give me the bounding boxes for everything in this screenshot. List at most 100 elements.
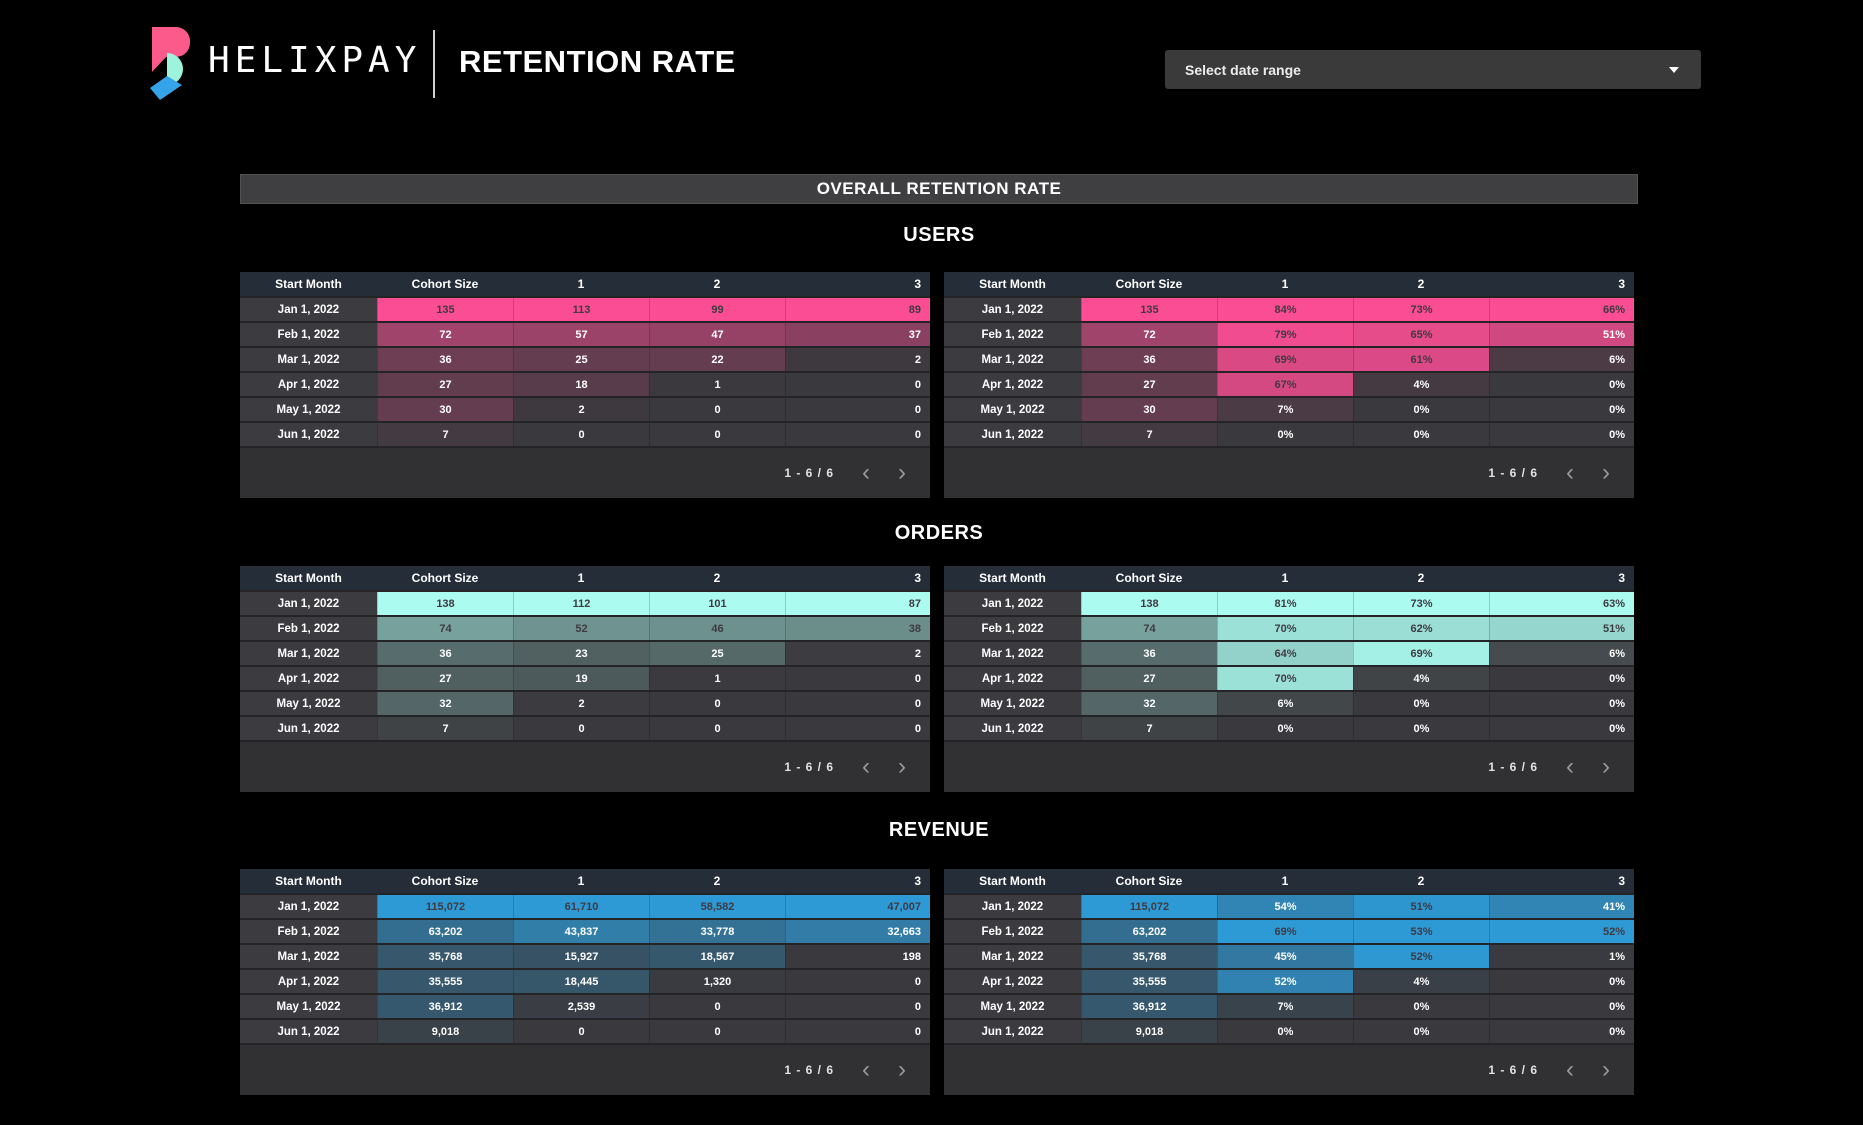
pagination-next-button[interactable]: › xyxy=(1602,459,1610,486)
column-header: 1 xyxy=(577,277,585,291)
heatmap-cell: 36 xyxy=(377,348,513,371)
pagination-next-button[interactable]: › xyxy=(898,1056,906,1083)
pagination-prev-button[interactable]: ‹ xyxy=(1566,753,1574,780)
heatmap-cell: 73% xyxy=(1353,592,1489,615)
pagination-next-button[interactable]: › xyxy=(1602,753,1610,780)
table-row: Apr 1, 2022 35,555 18,445 1,320 0 xyxy=(240,970,930,995)
heatmap-cell: 18 xyxy=(513,373,649,396)
table-row: Jan 1, 2022 115,072 54% 51% 41% xyxy=(944,895,1634,920)
table-row: Feb 1, 2022 63,202 43,837 33,778 32,663 xyxy=(240,920,930,945)
heatmap-cell: 35,555 xyxy=(1081,970,1217,993)
heatmap-cell: 0 xyxy=(513,423,649,446)
column-header: Start Month xyxy=(275,277,342,291)
users-percents-table: Start Month Cohort Size 1 2 3 Jan 1, 2022 135 8… xyxy=(944,272,1634,498)
table-row: Apr 1, 2022 27 70% 4% 0% xyxy=(944,667,1634,692)
table-header-row: Start Month Cohort Size 1 2 3 xyxy=(240,566,930,592)
heatmap-cell: 0% xyxy=(1489,373,1634,396)
overall-retention-rate-header: OVERALL RETENTION RATE xyxy=(240,174,1638,204)
table-header-row: Start Month Cohort Size 1 2 3 xyxy=(240,869,930,895)
orders-percents-table: Start Month Cohort Size 1 2 3 Jan 1, 2022 138 8… xyxy=(944,566,1634,792)
row-label: Feb 1, 2022 xyxy=(944,617,1081,640)
table-footer: 1 - 6 / 6 ‹ › xyxy=(240,742,930,792)
section-title-revenue: REVENUE xyxy=(888,819,990,841)
heatmap-cell: 19 xyxy=(513,667,649,690)
date-range-selector[interactable]: Select date range xyxy=(1165,50,1701,89)
heatmap-cell: 1,320 xyxy=(649,970,785,993)
heatmap-cell: 0 xyxy=(513,717,649,740)
table-row: Mar 1, 2022 35,768 45% 52% 1% xyxy=(944,945,1634,970)
users-counts-table: Start Month Cohort Size 1 2 3 Jan 1, 2022 135 1… xyxy=(240,272,930,498)
column-header: Start Month xyxy=(979,571,1046,585)
row-label: Mar 1, 2022 xyxy=(240,945,377,968)
pagination-next-button[interactable]: › xyxy=(1602,1056,1610,1083)
pagination-prev-button[interactable]: ‹ xyxy=(1566,1056,1574,1083)
table-row: Mar 1, 2022 36 69% 61% 6% xyxy=(944,348,1634,373)
heatmap-cell: 25 xyxy=(649,642,785,665)
table-footer: 1 - 6 / 6 ‹ › xyxy=(240,448,930,498)
heatmap-cell: 18,445 xyxy=(513,970,649,993)
heatmap-cell: 0 xyxy=(649,1020,785,1043)
table-row: Mar 1, 2022 36 64% 69% 6% xyxy=(944,642,1634,667)
table-footer: 1 - 6 / 6 ‹ › xyxy=(240,1045,930,1095)
row-label: Apr 1, 2022 xyxy=(944,373,1081,396)
heatmap-cell: 36 xyxy=(377,642,513,665)
table-footer: 1 - 6 / 6 ‹ › xyxy=(944,448,1634,498)
table-header-row: Start Month Cohort Size 1 2 3 xyxy=(944,272,1634,298)
heatmap-cell: 138 xyxy=(1081,592,1217,615)
column-header: 1 xyxy=(1281,874,1289,888)
pagination-prev-button[interactable]: ‹ xyxy=(862,1056,870,1083)
heatmap-cell: 52% xyxy=(1353,945,1489,968)
table-row: Jun 1, 2022 7 0 0 0 xyxy=(240,423,930,448)
heatmap-cell: 2 xyxy=(513,398,649,421)
heatmap-cell: 0% xyxy=(1489,970,1634,993)
chevron-down-icon xyxy=(1669,67,1679,73)
heatmap-cell: 0 xyxy=(785,667,930,690)
heatmap-cell: 27 xyxy=(377,373,513,396)
pagination-next-button[interactable]: › xyxy=(898,753,906,780)
heatmap-cell: 70% xyxy=(1217,667,1353,690)
row-label: Jan 1, 2022 xyxy=(240,592,377,615)
column-header: 3 xyxy=(914,277,921,291)
row-label: Jun 1, 2022 xyxy=(944,717,1081,740)
heatmap-cell: 0 xyxy=(785,398,930,421)
heatmap-cell: 0 xyxy=(649,398,785,421)
heatmap-cell: 52% xyxy=(1217,970,1353,993)
pagination-next-button[interactable]: › xyxy=(898,459,906,486)
row-label: Jan 1, 2022 xyxy=(944,298,1081,321)
pagination-label: 1 - 6 / 6 xyxy=(784,1063,834,1077)
column-header: Cohort Size xyxy=(1115,571,1183,585)
table-row: Jun 1, 2022 7 0% 0% 0% xyxy=(944,717,1634,742)
heatmap-cell: 0 xyxy=(785,423,930,446)
heatmap-cell: 198 xyxy=(785,945,930,968)
heatmap-cell: 4% xyxy=(1353,373,1489,396)
column-header: Cohort Size xyxy=(1115,874,1183,888)
column-header: 3 xyxy=(1618,874,1625,888)
table-header-row: Start Month Cohort Size 1 2 3 xyxy=(240,272,930,298)
heatmap-cell: 30 xyxy=(1081,398,1217,421)
row-label: Apr 1, 2022 xyxy=(240,373,377,396)
pagination-label: 1 - 6 / 6 xyxy=(784,466,834,480)
heatmap-cell: 51% xyxy=(1353,895,1489,918)
heatmap-cell: 70% xyxy=(1217,617,1353,640)
heatmap-cell: 0% xyxy=(1217,1020,1353,1043)
row-label: Jun 1, 2022 xyxy=(240,423,377,446)
heatmap-cell: 54% xyxy=(1217,895,1353,918)
heatmap-cell: 84% xyxy=(1217,298,1353,321)
row-label: May 1, 2022 xyxy=(240,995,377,1018)
page-title: RETENTION RATE xyxy=(459,44,736,79)
pagination-prev-button[interactable]: ‹ xyxy=(1566,459,1574,486)
row-label: Jan 1, 2022 xyxy=(240,895,377,918)
pagination-prev-button[interactable]: ‹ xyxy=(862,753,870,780)
row-label: Feb 1, 2022 xyxy=(944,920,1081,943)
pagination-prev-button[interactable]: ‹ xyxy=(862,459,870,486)
row-label: Feb 1, 2022 xyxy=(944,323,1081,346)
table-row: Jan 1, 2022 115,072 61,710 58,582 47,007 xyxy=(240,895,930,920)
heatmap-cell: 135 xyxy=(1081,298,1217,321)
heatmap-cell: 43,837 xyxy=(513,920,649,943)
row-label: Jun 1, 2022 xyxy=(944,423,1081,446)
heatmap-cell: 74 xyxy=(1081,617,1217,640)
heatmap-cell: 57 xyxy=(513,323,649,346)
table-row: Feb 1, 2022 74 52 46 38 xyxy=(240,617,930,642)
column-header: 1 xyxy=(1281,277,1289,291)
column-header: 3 xyxy=(914,571,921,585)
